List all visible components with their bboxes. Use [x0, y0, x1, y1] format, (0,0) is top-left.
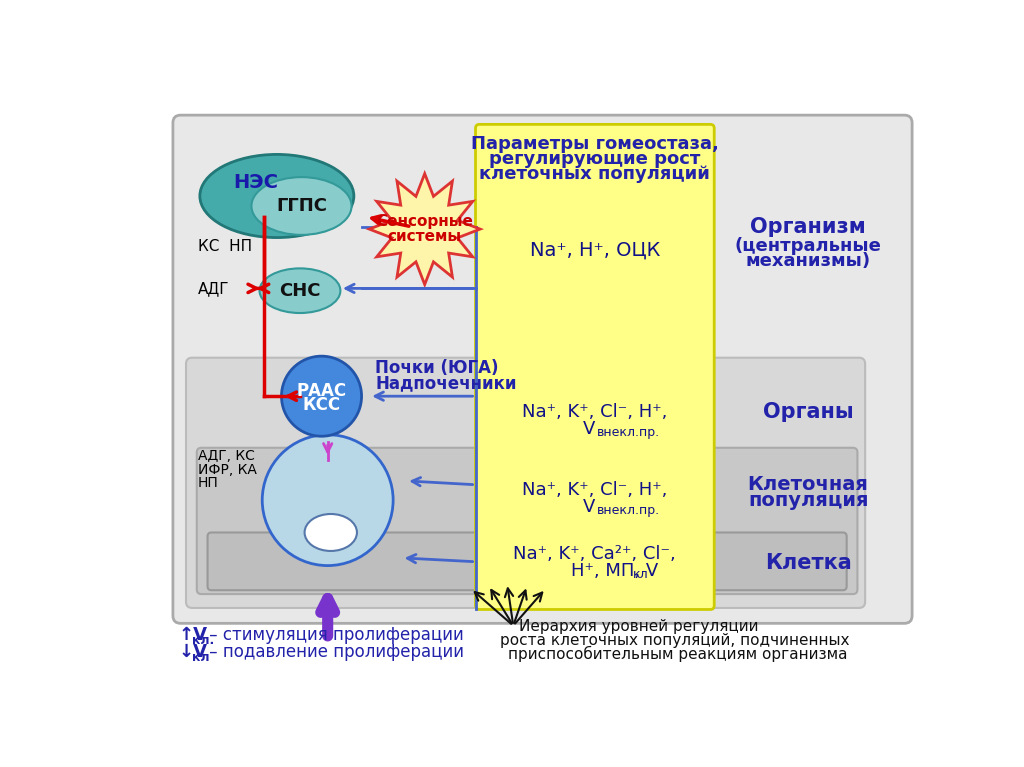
Text: ГГПС: ГГПС — [276, 197, 327, 215]
Text: АДГ: АДГ — [198, 281, 229, 296]
Text: Организм: Организм — [751, 217, 866, 237]
Text: Сенсорные: Сенсорные — [376, 214, 473, 229]
Text: внекл.пр.: внекл.пр. — [596, 505, 659, 518]
Text: ↓V: ↓V — [178, 644, 207, 661]
Text: Na⁺, H⁺, ОЦК: Na⁺, H⁺, ОЦК — [529, 240, 660, 259]
Text: приспособительным реакциям организма: приспособительным реакциям организма — [508, 646, 848, 662]
Text: ИФР, КА: ИФР, КА — [198, 463, 256, 477]
Text: АДГ, КС: АДГ, КС — [198, 449, 254, 463]
Text: V: V — [583, 420, 595, 437]
Text: роста клеточных популяций, подчиненных: роста клеточных популяций, подчиненных — [500, 633, 850, 648]
Text: Na⁺, K⁺, Cl⁻, H⁺,: Na⁺, K⁺, Cl⁻, H⁺, — [522, 481, 668, 499]
Text: Na⁺, K⁺, Ca²⁺, Cl⁻,: Na⁺, K⁺, Ca²⁺, Cl⁻, — [513, 545, 676, 563]
Ellipse shape — [252, 177, 351, 235]
Text: Клеточная: Клеточная — [748, 476, 868, 494]
Text: Клетка: Клетка — [765, 553, 852, 573]
FancyBboxPatch shape — [475, 124, 714, 610]
Text: Иерархия уровней регуляции: Иерархия уровней регуляции — [519, 619, 759, 634]
FancyBboxPatch shape — [197, 448, 857, 594]
Ellipse shape — [259, 268, 340, 313]
Text: НП: НП — [198, 476, 218, 490]
Text: КСС: КСС — [302, 396, 341, 413]
FancyBboxPatch shape — [173, 115, 912, 624]
Text: Na⁺, K⁺, Cl⁻, H⁺,: Na⁺, K⁺, Cl⁻, H⁺, — [522, 403, 668, 420]
Text: кл.: кл. — [193, 634, 214, 647]
Ellipse shape — [304, 514, 357, 551]
Text: РААС: РААС — [297, 382, 346, 400]
Text: КС  НП: КС НП — [198, 239, 252, 254]
Text: клеточных популяций: клеточных популяций — [479, 165, 711, 183]
Text: Параметры гомеостаза,: Параметры гомеостаза, — [471, 136, 719, 153]
Text: (центральные: (центральные — [735, 237, 882, 255]
Text: системы: системы — [388, 229, 462, 245]
Polygon shape — [370, 173, 480, 285]
Text: кл: кл — [633, 568, 648, 581]
Text: ↑V: ↑V — [178, 627, 207, 644]
Text: – подавление пролиферации: – подавление пролиферации — [205, 644, 465, 661]
Text: Почки (ЮГА): Почки (ЮГА) — [376, 359, 499, 377]
Text: H⁺, МП, V: H⁺, МП, V — [571, 562, 658, 580]
Text: регулирующие рост: регулирующие рост — [489, 150, 700, 168]
Text: – стимуляция пролиферации: – стимуляция пролиферации — [205, 627, 464, 644]
Text: внекл.пр.: внекл.пр. — [596, 426, 659, 439]
Text: НЭС: НЭС — [232, 173, 278, 193]
Text: СНС: СНС — [280, 281, 321, 300]
Text: популяция: популяция — [748, 491, 868, 509]
Ellipse shape — [200, 154, 354, 238]
FancyBboxPatch shape — [208, 532, 847, 591]
Text: кл: кл — [193, 651, 210, 664]
Circle shape — [282, 356, 361, 436]
FancyBboxPatch shape — [186, 357, 865, 608]
Text: V: V — [583, 498, 595, 516]
Text: механизмы): механизмы) — [745, 252, 870, 271]
Text: Органы: Органы — [763, 402, 854, 422]
Circle shape — [262, 435, 393, 565]
Text: Надпочечники: Надпочечники — [376, 374, 517, 392]
